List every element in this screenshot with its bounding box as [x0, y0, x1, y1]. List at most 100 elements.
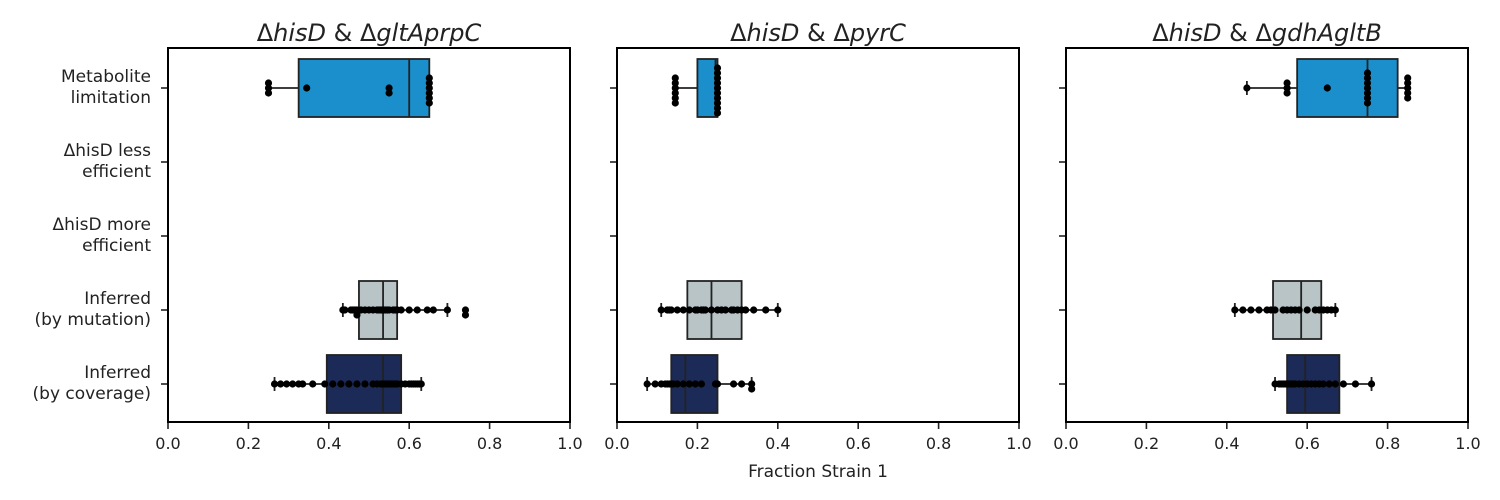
x-tick-label: 1.0: [557, 434, 582, 453]
category-label: Metabolite limitation: [61, 67, 151, 108]
data-point: [1404, 79, 1412, 87]
data-point: [713, 74, 722, 82]
x-tick-label: 1.0: [1455, 434, 1480, 453]
data-point: [299, 380, 307, 388]
data-point: [651, 380, 659, 388]
panel-title-sep: & Δ: [326, 19, 377, 47]
data-point: [425, 74, 433, 82]
data-point: [429, 306, 437, 314]
panel-1: ΔhisD & ΔgltAprpC Metabolite limitation Δhi…: [33, 19, 583, 453]
data-point: [713, 64, 722, 72]
data-point: [1331, 306, 1339, 314]
panel-title: ΔhisD & ΔgltAprpC: [257, 19, 482, 47]
data-point: [423, 306, 431, 314]
panel-frame: [1065, 47, 1469, 423]
data-point: [1247, 306, 1255, 314]
x-axis-label: Fraction Strain 1: [748, 462, 888, 482]
data-point: [1325, 380, 1333, 388]
data-point: [264, 84, 273, 92]
x-tick-label: 0.0: [1053, 434, 1078, 453]
data-point: [1331, 380, 1339, 388]
category-label-line: (by coverage): [33, 384, 151, 404]
data-point: [713, 94, 722, 102]
data-point: [671, 79, 679, 87]
data-point: [1239, 306, 1247, 314]
data-point: [1351, 380, 1360, 388]
data-point: [713, 380, 722, 388]
data-point: [385, 89, 393, 97]
x-tick-label: 0.2: [1134, 434, 1159, 453]
data-point: [713, 84, 722, 92]
data-point: [1404, 89, 1412, 97]
category-label-line: limitation: [71, 88, 151, 108]
data-point: [264, 79, 273, 87]
data-point: [713, 79, 722, 87]
panel-2: ΔhisD & ΔpyrC 0.0 0.2 0.4 0.6 0.8 1.0: [604, 19, 1031, 453]
data-point: [337, 380, 345, 388]
data-point: [341, 306, 349, 314]
panel-title-sep: & Δ: [1222, 19, 1273, 47]
data-point: [443, 306, 451, 314]
panel-title-prefix: Δ: [257, 19, 274, 47]
panel-title-first: hisD: [273, 19, 326, 47]
data-point: [1404, 84, 1412, 92]
data-point: [276, 380, 285, 388]
data-point: [425, 99, 433, 107]
panel-frame: [167, 47, 571, 423]
panel-title: ΔhisD & ΔpyrC: [730, 19, 906, 47]
data-point: [671, 89, 679, 97]
data-point: [425, 84, 433, 92]
data-point: [289, 380, 297, 388]
data-point: [405, 306, 413, 314]
data-point: [1243, 84, 1251, 92]
data-point: [345, 380, 353, 388]
x-tick-label: 0.4: [765, 434, 790, 453]
category-label-line: ΔhisD less: [64, 141, 152, 161]
x-tick-label: 0.6: [1294, 434, 1319, 453]
x-tick-label: 0.8: [477, 434, 502, 453]
panel-title-second: pyrC: [849, 19, 906, 47]
category-label: Inferred (by coverage): [33, 363, 151, 404]
data-point: [671, 84, 679, 92]
data-point: [671, 99, 679, 107]
panel-title-prefix: Δ: [730, 19, 747, 47]
data-point: [748, 385, 756, 393]
category-label-line: ΔhisD more: [52, 215, 151, 235]
panel-title-second: gdhAgltB: [1272, 19, 1382, 47]
data-point: [461, 311, 470, 319]
data-point: [1323, 84, 1331, 92]
data-point: [1339, 380, 1347, 388]
category-label-line: Inferred: [84, 363, 151, 383]
x-tick-label: 0.6: [396, 434, 421, 453]
data-point: [270, 380, 279, 388]
data-point: [707, 306, 716, 314]
data-point: [303, 84, 311, 92]
data-point: [353, 311, 361, 319]
data-point: [1363, 99, 1372, 107]
data-point: [1363, 84, 1372, 92]
data-point: [1363, 79, 1372, 87]
category-label-line: (by mutation): [34, 310, 151, 330]
data-point: [657, 306, 665, 314]
category-label-line: Inferred: [84, 289, 151, 309]
data-point: [417, 380, 425, 388]
data-point: [671, 74, 679, 82]
data-point: [671, 94, 679, 102]
category-label-line: efficient: [82, 236, 151, 256]
data-point: [679, 380, 687, 388]
x-tick-label: 1.0: [1006, 434, 1031, 453]
panel-3: ΔhisD & ΔgdhAgltB 0.0 0.2 0.4 0.6 0.8 1.0: [1053, 19, 1480, 453]
data-point: [713, 109, 722, 117]
data-point: [1363, 89, 1372, 97]
data-point: [413, 306, 421, 314]
data-point: [1363, 74, 1372, 82]
data-point: [721, 306, 730, 314]
data-point: [461, 306, 470, 314]
data-point: [425, 89, 433, 97]
data-point: [264, 89, 273, 97]
data-point: [774, 306, 782, 314]
panel-title-first: hisD: [1169, 19, 1222, 47]
data-point: [673, 380, 681, 388]
data-point: [643, 380, 651, 388]
category-label: Inferred (by mutation): [34, 289, 151, 330]
